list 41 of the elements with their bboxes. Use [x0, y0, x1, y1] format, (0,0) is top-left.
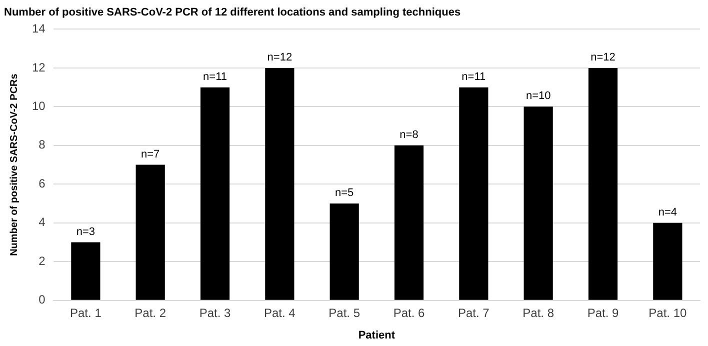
chart-title: Number of positive SARS-CoV-2 PCR of 12 different locations and sampling techniques [4, 6, 461, 19]
bar [588, 68, 618, 300]
y-tick-label: 10 [32, 99, 46, 113]
bar [524, 106, 553, 300]
bar [330, 204, 359, 300]
y-tick-label: 14 [32, 22, 46, 36]
data-label: n=12 [590, 51, 616, 64]
x-axis-title: Patient [358, 329, 396, 342]
data-label: n=11 [462, 70, 486, 83]
bar [459, 87, 488, 300]
data-label: n=10 [526, 90, 551, 102]
data-label: n=11 [203, 70, 227, 83]
data-label: n=3 [76, 226, 96, 238]
bar [394, 145, 424, 300]
x-tick-label: Pat. 8 [522, 306, 554, 320]
data-label: n=4 [658, 206, 678, 218]
x-tick-label: Pat. 4 [264, 306, 296, 320]
data-label: n=12 [267, 51, 292, 64]
y-tick-label: 2 [38, 254, 46, 268]
x-tick-label: Pat. 6 [393, 306, 426, 320]
y-tick-label: 6 [38, 176, 46, 190]
y-tick-label: 0 [38, 292, 46, 307]
data-label: n=7 [141, 148, 160, 160]
x-tick-label: Pat. 9 [587, 306, 619, 320]
x-tick-label: Pat. 7 [458, 306, 490, 320]
x-tick-label: Pat. 10 [648, 306, 688, 320]
bar [265, 68, 294, 300]
y-tick-label: 8 [38, 138, 46, 152]
x-tick-label: Pat. 5 [328, 306, 360, 320]
bar [136, 164, 165, 300]
x-tick-label: Pat. 1 [70, 306, 102, 320]
bar [653, 222, 682, 300]
y-tick-label: 12 [32, 60, 46, 74]
x-tick-label: Pat. 2 [134, 306, 166, 320]
x-tick-label: Pat. 3 [199, 306, 232, 320]
data-label: n=5 [335, 187, 354, 200]
bar [71, 242, 100, 300]
bar [200, 87, 230, 300]
data-label: n=8 [400, 128, 418, 141]
y-tick-label: 4 [38, 215, 46, 230]
y-axis-title: Number of positive SARS-CoV-2 PCRs [8, 73, 20, 256]
